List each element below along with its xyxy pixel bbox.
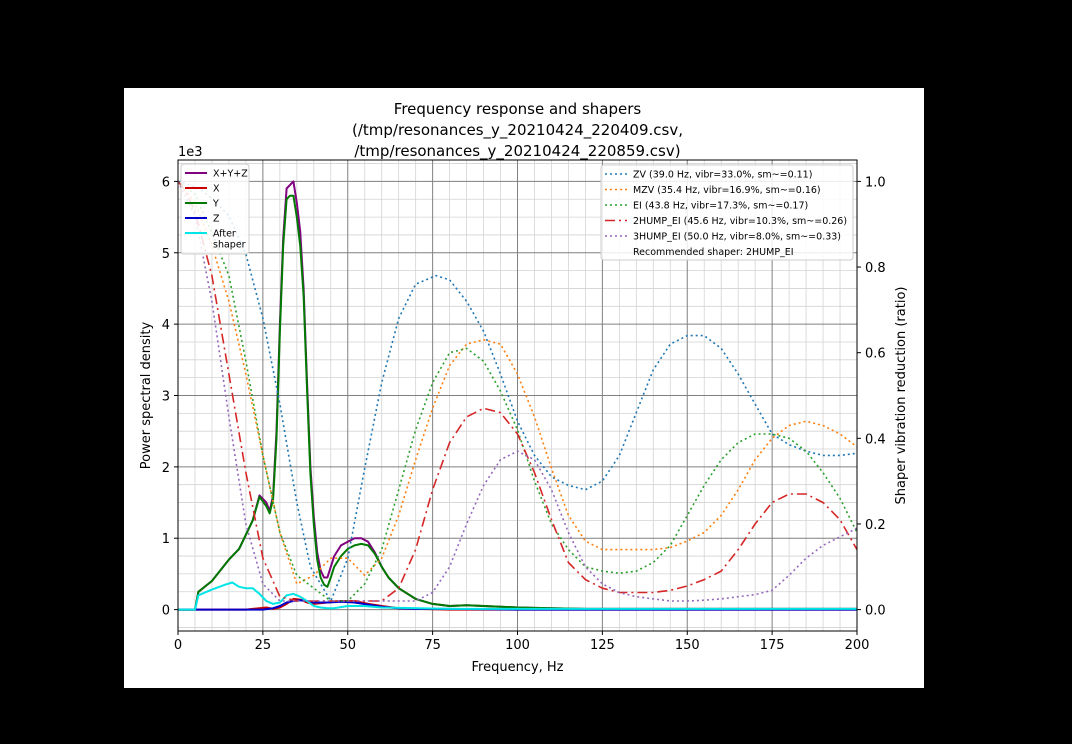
x-tick-label: 50 <box>339 638 356 653</box>
series-line-8 <box>178 180 857 602</box>
x-tick-label: 100 <box>505 638 530 653</box>
y-tick-label: 5 <box>162 247 170 262</box>
series-line-5 <box>178 180 857 602</box>
legend-left-label: After <box>213 229 236 240</box>
x-tick-label: 150 <box>675 638 700 653</box>
series-line-9 <box>178 181 857 602</box>
y-right-tick-label: 0.8 <box>865 261 886 276</box>
legend-recommended-shaper: Recommended shaper: 2HUMP_EI <box>633 247 794 258</box>
legend-right-box <box>600 164 854 261</box>
legend-right-label: 3HUMP_EI (50.0 Hz, vibr=8.0%, sm~=0.33) <box>633 232 841 243</box>
x-tick-label: 200 <box>845 638 870 653</box>
legend-left-box <box>180 163 250 255</box>
y-right-tick-label: 0.0 <box>865 604 886 619</box>
y-tick-label: 3 <box>162 390 170 405</box>
y-tick-label: 2 <box>162 461 170 476</box>
axis-ticks: 0 25 50 75 100 125 150 175 200 0 1 2 3 4 5 6 0.0 0.2 0.4 0.… <box>162 175 886 653</box>
series-lines <box>178 180 857 611</box>
y-axis-right-label: Shaper vibration reduction (ratio) <box>894 287 909 505</box>
x-axis-label: Frequency, Hz <box>471 660 563 675</box>
y-tick-label: 6 <box>162 175 170 190</box>
legend-left-label: X <box>213 184 220 195</box>
chart-title-line: Frequency response and shapers <box>394 100 642 118</box>
legend-left-label: Z <box>213 214 220 225</box>
legend-right-label: MZV (35.4 Hz, vibr=16.9%, sm~=0.16) <box>633 185 821 196</box>
x-tick-label: 0 <box>174 638 182 653</box>
chart-title: Frequency response and shapers (/tmp/reso… <box>352 100 683 161</box>
legend-left-label: shaper <box>213 240 246 251</box>
legend-right: ZV (39.0 Hz, vibr=33.0%, sm~=0.11) MZV (3… <box>600 164 854 261</box>
x-tick-label: 175 <box>760 638 785 653</box>
legend-right-label: EI (43.8 Hz, vibr=17.3%, sm~=0.17) <box>633 201 808 212</box>
y-right-tick-label: 0.6 <box>865 347 886 362</box>
y-right-tick-label: 1.0 <box>865 175 886 190</box>
y-axis-offset-label: 1e3 <box>178 145 203 160</box>
x-tick-label: 75 <box>424 638 441 653</box>
y-right-tick-label: 0.2 <box>865 518 886 533</box>
x-tick-label: 25 <box>255 638 272 653</box>
legend-right-label: 2HUMP_EI (45.6 Hz, vibr=10.3%, sm~=0.26) <box>633 216 847 227</box>
legend-left-label: X+Y+Z <box>213 169 248 180</box>
x-tick-label: 125 <box>590 638 615 653</box>
y-axis-label: Power spectral density <box>139 321 154 469</box>
legend-right-label: ZV (39.0 Hz, vibr=33.0%, sm~=0.11) <box>633 170 812 181</box>
y-tick-label: 0 <box>162 604 170 619</box>
series-line-4 <box>178 581 857 611</box>
y-tick-label: 4 <box>162 318 170 333</box>
chart-title-line: /tmp/resonances_y_20210424_220859.csv) <box>354 142 680 161</box>
y-right-tick-label: 0.4 <box>865 432 886 447</box>
legend-left-label: Y <box>212 199 219 210</box>
series-line-2 <box>178 194 857 611</box>
chart-title-line: (/tmp/resonances_y_20210424_220409.csv, <box>352 121 683 140</box>
y-tick-label: 1 <box>162 532 170 547</box>
